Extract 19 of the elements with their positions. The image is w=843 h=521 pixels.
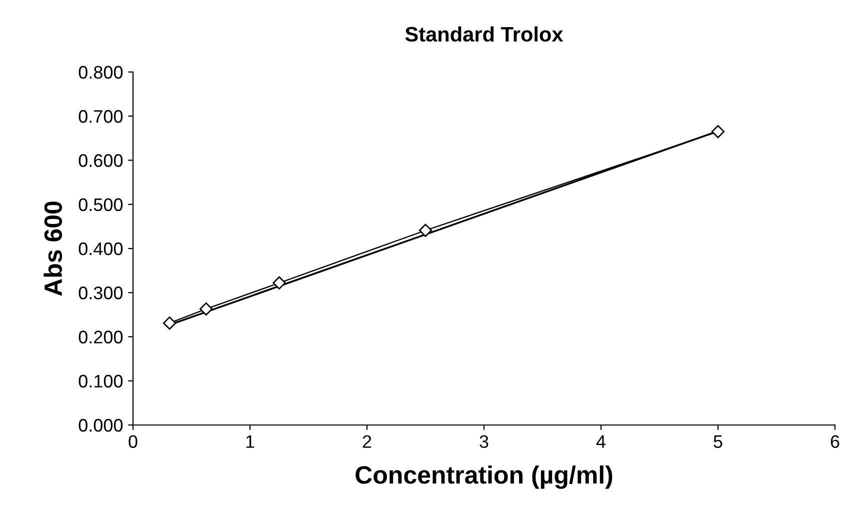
y-axis-title: Abs 600 xyxy=(44,202,62,296)
x-tick-label: 3 xyxy=(480,435,488,448)
x-tick-label: 1 xyxy=(246,435,254,448)
x-tick-label: 0 xyxy=(128,435,138,448)
x-tick-label: 4 xyxy=(596,435,606,448)
y-tick-label: 0.500 xyxy=(78,198,123,212)
y-tick-label: 0.400 xyxy=(78,242,123,256)
y-tick-label: 0.300 xyxy=(78,286,123,300)
x-tick-label: 2 xyxy=(362,435,372,448)
y-tick-label: 0.800 xyxy=(78,66,123,79)
x-tick-label: 5 xyxy=(714,435,722,448)
x-tick-label: 6 xyxy=(830,435,840,448)
y-tick-label: 0.000 xyxy=(78,418,123,432)
y-tick-label: 0.100 xyxy=(78,374,123,388)
y-tick-label: 0.200 xyxy=(78,330,123,344)
x-axis-title: Concentration (µg/ml) xyxy=(356,465,612,489)
chart-title: Standard Trolox xyxy=(405,26,564,42)
y-tick-label: 0.700 xyxy=(78,110,123,123)
y-tick-label: 0.600 xyxy=(78,154,123,167)
